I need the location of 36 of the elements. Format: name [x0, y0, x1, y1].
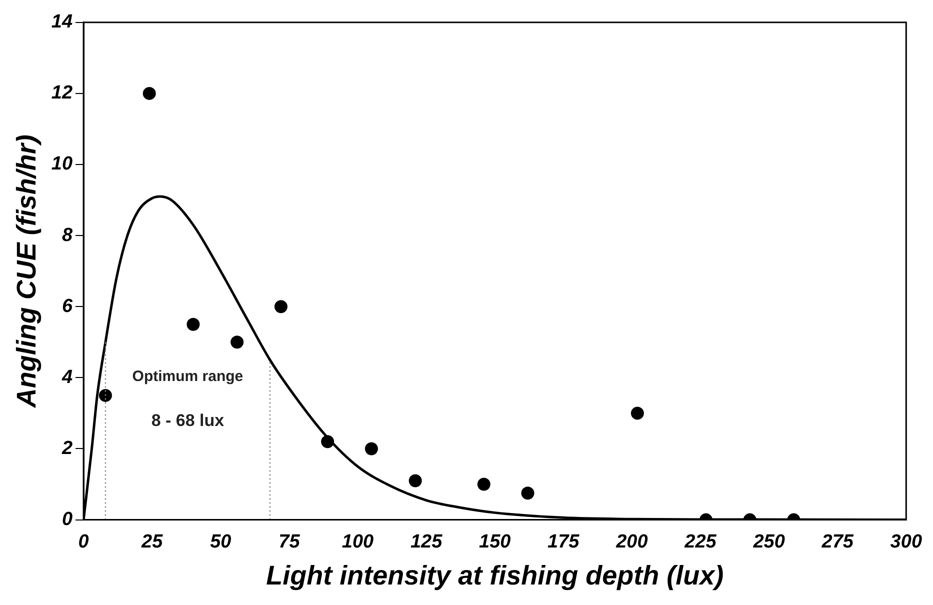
annotation: Optimum range [132, 368, 244, 386]
y-tick-label: 10 [51, 154, 73, 175]
x-tick-label: 0 [78, 531, 90, 552]
x-tick-label: 175 [548, 531, 580, 552]
x-tick-label: 300 [890, 531, 922, 552]
x-axis-title: Light intensity at fishing depth (lux) [266, 560, 724, 590]
x-tick-label: 200 [615, 531, 648, 552]
y-tick-label: 2 [60, 438, 73, 459]
x-tick-label: 275 [820, 531, 854, 552]
point [230, 336, 244, 349]
x-tick-label: 125 [410, 531, 443, 552]
y-tick-label: 14 [51, 12, 73, 33]
point [98, 388, 112, 402]
x-tick-label: 150 [478, 531, 512, 552]
x-tick-label: 75 [278, 531, 300, 552]
point [364, 442, 378, 456]
point [408, 474, 422, 488]
annotation: 8 - 68 lux [151, 411, 225, 430]
y-tick-label: 12 [51, 82, 73, 104]
y-axis-title: Angling CUE (fish/hr) [12, 134, 42, 409]
y-tick-label: 6 [62, 296, 73, 317]
point [186, 318, 200, 331]
x-tick-label: 225 [684, 531, 717, 552]
point [274, 300, 288, 314]
point [321, 435, 334, 448]
point [142, 86, 156, 100]
x-tick-label: 250 [752, 531, 786, 552]
y-tick-label: 0 [62, 509, 73, 530]
x-tick-label: 100 [342, 531, 374, 552]
point [521, 486, 534, 500]
point [477, 478, 490, 491]
y-tick-label: 8 [62, 224, 73, 246]
x-tick-label: 25 [140, 531, 164, 552]
point [630, 406, 644, 420]
y-tick-label: 4 [60, 366, 73, 388]
x-tick-label: 50 [210, 531, 232, 552]
